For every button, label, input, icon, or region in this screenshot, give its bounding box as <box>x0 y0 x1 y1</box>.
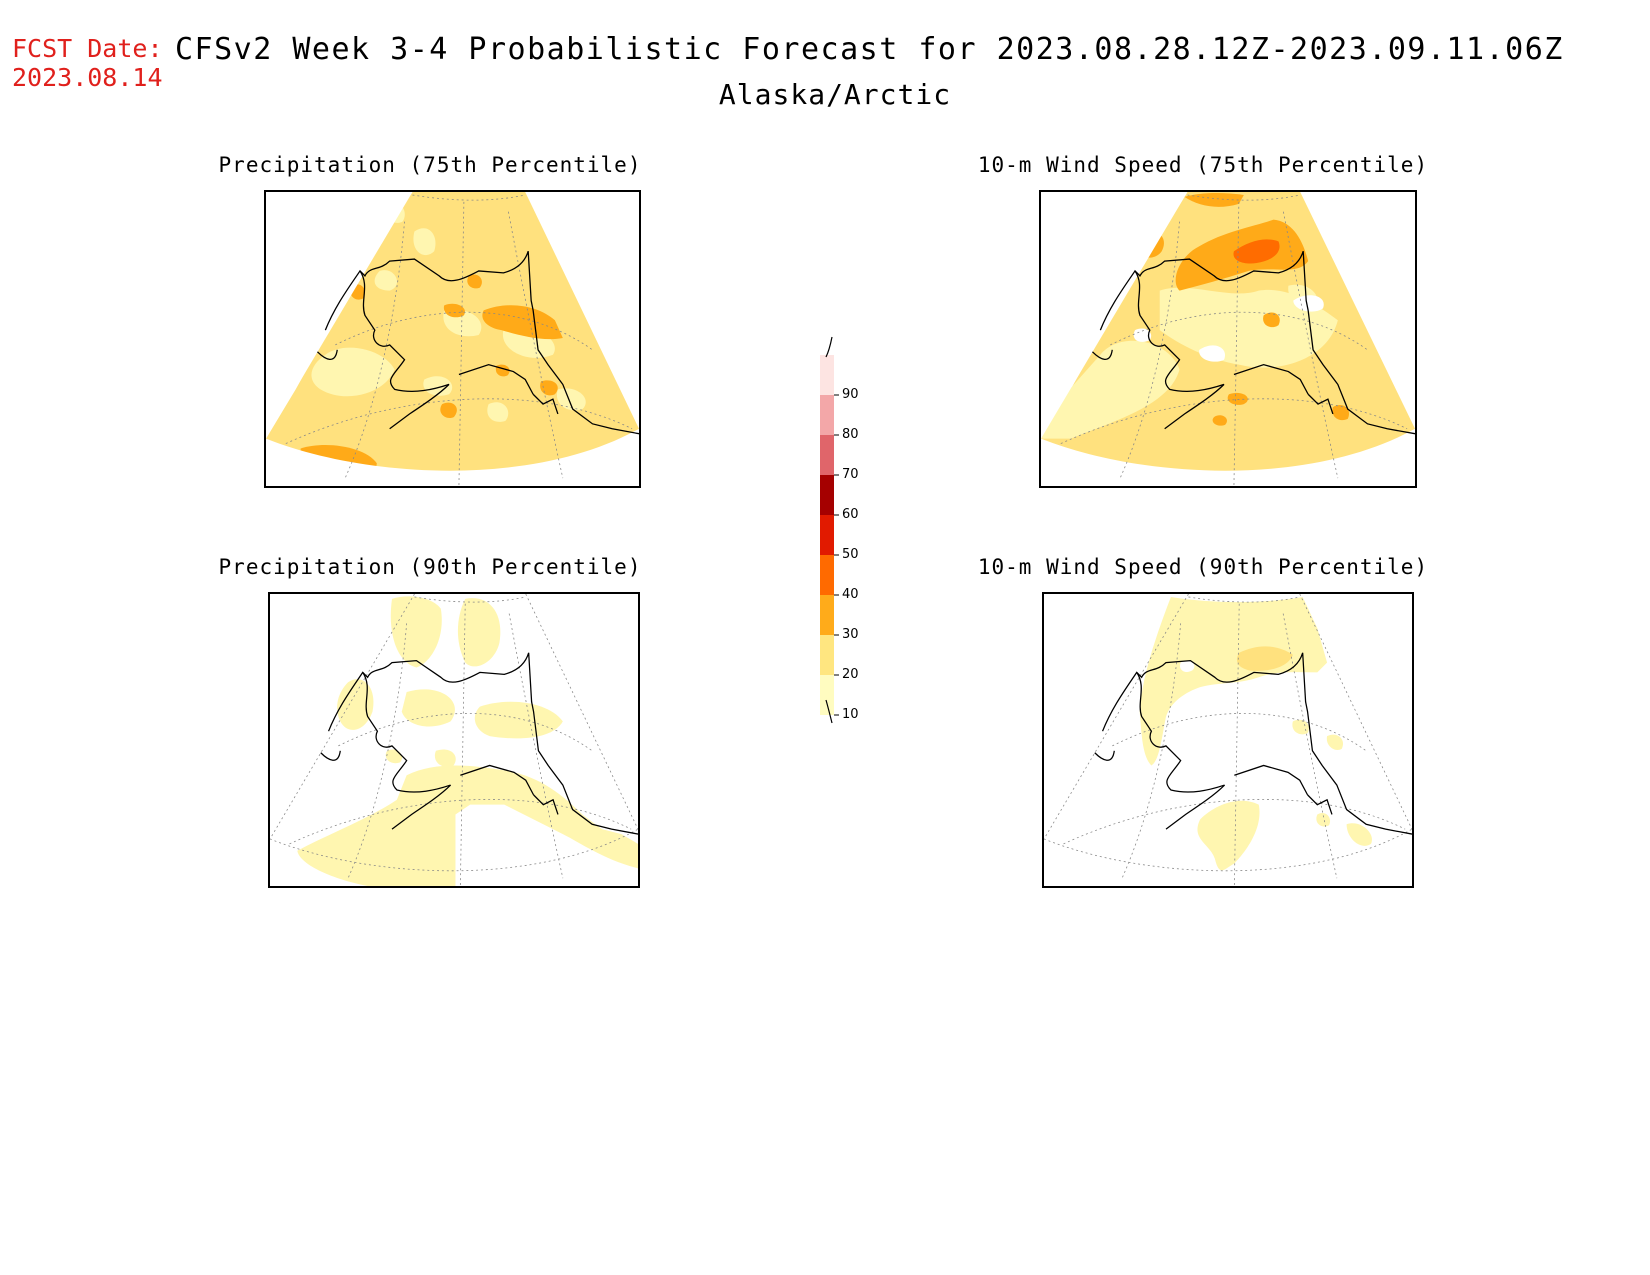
colorbar-swatch <box>820 675 834 715</box>
colorbar-label: 80 <box>842 427 859 442</box>
panel-title-wind-90: 10-m Wind Speed (90th Percentile) <box>977 555 1429 579</box>
colorbar-swatch <box>820 555 834 595</box>
colorbar-swatch <box>820 435 834 475</box>
colorbar-label: 10 <box>842 707 859 722</box>
panel-title-precip-75: Precipitation (75th Percentile) <box>218 153 642 177</box>
forecast-field-20 <box>266 192 639 486</box>
colorbar-swatch <box>820 395 834 435</box>
colorbar-label: 60 <box>842 507 859 522</box>
colorbar-swatch <box>820 595 834 635</box>
forecast-date: FCST Date: 2023.08.14 <box>12 34 163 92</box>
map-wind-90 <box>1042 592 1414 888</box>
map-precip-75 <box>264 190 641 488</box>
colorbar-label: 30 <box>842 627 859 642</box>
map-wind-75 <box>1039 190 1417 488</box>
colorbar-label: 70 <box>842 467 859 482</box>
region-title: Alaska/Arctic <box>718 78 952 111</box>
main-title: CFSv2 Week 3-4 Probabilistic Forecast fo… <box>175 32 1564 67</box>
colorbar-swatch <box>820 355 834 395</box>
forecast-date-label: FCST Date: <box>12 34 163 63</box>
colorbar-swatch <box>820 515 834 555</box>
colorbar-label: 50 <box>842 547 859 562</box>
map-precip-90 <box>268 592 640 888</box>
forecast-date-value: 2023.08.14 <box>12 63 163 92</box>
colorbar-label: 20 <box>842 667 859 682</box>
colorbar-swatch <box>820 475 834 515</box>
colorbar-swatch <box>820 635 834 675</box>
panel-title-wind-75: 10-m Wind Speed (75th Percentile) <box>977 153 1429 177</box>
colorbar: 10 20 30 40 50 60 70 80 90 <box>820 335 930 735</box>
colorbar-label: 40 <box>842 587 859 602</box>
colorbar-label: 90 <box>842 387 859 402</box>
panel-title-precip-90: Precipitation (90th Percentile) <box>218 555 642 579</box>
